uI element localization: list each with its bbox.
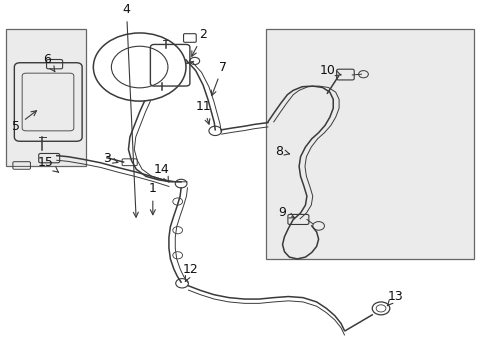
Text: 12: 12: [183, 263, 198, 282]
Text: 11: 11: [195, 100, 210, 124]
Text: 4: 4: [122, 3, 138, 217]
Text: 6: 6: [43, 53, 55, 72]
Text: 7: 7: [211, 60, 226, 95]
Text: 3: 3: [103, 152, 118, 165]
Bar: [266, 30, 473, 259]
Text: 2: 2: [191, 28, 206, 56]
Text: 14: 14: [153, 163, 169, 182]
Text: 8: 8: [275, 145, 289, 158]
Text: 5: 5: [12, 111, 37, 133]
Text: 1: 1: [148, 183, 157, 215]
Text: 9: 9: [278, 206, 294, 219]
Text: 15: 15: [38, 156, 59, 172]
Text: 10: 10: [319, 64, 340, 77]
Bar: [5, 30, 86, 166]
Text: 13: 13: [386, 290, 403, 306]
